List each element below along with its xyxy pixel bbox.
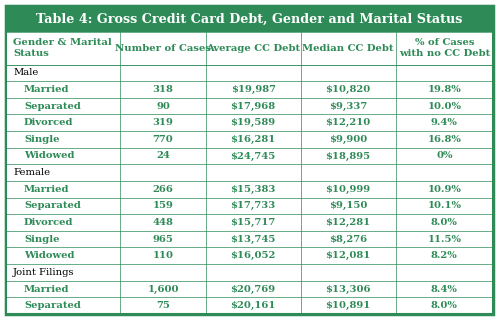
Text: 770: 770 (153, 135, 174, 144)
Text: 0%: 0% (436, 151, 453, 161)
Text: Widowed: Widowed (24, 251, 74, 260)
Text: Male: Male (13, 68, 38, 77)
Text: $20,769: $20,769 (231, 284, 276, 293)
Text: $17,968: $17,968 (231, 101, 276, 111)
Text: Number of Cases: Number of Cases (115, 44, 211, 53)
Text: Married: Married (24, 85, 69, 94)
Text: $19,987: $19,987 (231, 85, 275, 94)
Bar (6, 32, 493, 65)
Text: 448: 448 (153, 218, 174, 227)
Text: $16,052: $16,052 (231, 251, 276, 260)
Text: Widowed: Widowed (24, 151, 74, 161)
Text: 11.5%: 11.5% (427, 235, 461, 244)
Text: $15,717: $15,717 (231, 218, 276, 227)
Bar (6, 297, 493, 314)
Bar (6, 98, 493, 115)
Text: $10,891: $10,891 (325, 301, 371, 310)
Text: $15,383: $15,383 (231, 185, 276, 194)
Text: $12,081: $12,081 (325, 251, 371, 260)
Text: Separated: Separated (24, 201, 81, 210)
Text: $8,276: $8,276 (329, 235, 367, 244)
Bar (6, 214, 493, 231)
Bar (6, 231, 493, 247)
Text: Married: Married (24, 185, 69, 194)
Bar (6, 6, 493, 32)
Text: % of Cases
with no CC Debt: % of Cases with no CC Debt (399, 38, 490, 58)
Text: $24,745: $24,745 (231, 151, 276, 161)
Text: 24: 24 (156, 151, 170, 161)
Text: Joint Filings: Joint Filings (13, 268, 74, 277)
Text: $13,745: $13,745 (231, 235, 276, 244)
Text: Divorced: Divorced (24, 218, 73, 227)
Bar (6, 81, 493, 98)
Bar (6, 65, 493, 81)
Text: 318: 318 (153, 85, 174, 94)
Text: 965: 965 (153, 235, 174, 244)
Bar (6, 181, 493, 197)
Text: Divorced: Divorced (24, 118, 73, 127)
Text: $13,306: $13,306 (325, 284, 371, 293)
Bar (6, 131, 493, 148)
Text: $18,895: $18,895 (325, 151, 371, 161)
Text: $19,589: $19,589 (231, 118, 276, 127)
Text: Separated: Separated (24, 101, 81, 111)
Text: 75: 75 (156, 301, 170, 310)
Text: Median CC Debt: Median CC Debt (302, 44, 394, 53)
Text: Single: Single (24, 135, 59, 144)
Text: $10,820: $10,820 (325, 85, 371, 94)
Text: Separated: Separated (24, 301, 81, 310)
Text: $9,900: $9,900 (329, 135, 367, 144)
Text: 16.8%: 16.8% (427, 135, 461, 144)
Bar (6, 264, 493, 281)
Bar (6, 247, 493, 264)
Text: Married: Married (24, 284, 69, 293)
Text: 8.4%: 8.4% (431, 284, 458, 293)
Text: 90: 90 (156, 101, 170, 111)
Text: 10.9%: 10.9% (427, 185, 461, 194)
Text: 10.0%: 10.0% (427, 101, 461, 111)
Text: 319: 319 (153, 118, 174, 127)
Text: $12,210: $12,210 (325, 118, 371, 127)
Text: 9.4%: 9.4% (431, 118, 458, 127)
Text: $10,999: $10,999 (325, 185, 371, 194)
Text: 159: 159 (153, 201, 174, 210)
Text: 10.1%: 10.1% (427, 201, 461, 210)
Text: Average CC Debt: Average CC Debt (206, 44, 300, 53)
Text: Single: Single (24, 235, 59, 244)
Text: $12,281: $12,281 (325, 218, 371, 227)
Text: 8.0%: 8.0% (431, 218, 458, 227)
Text: $9,150: $9,150 (329, 201, 367, 210)
Text: $16,281: $16,281 (231, 135, 276, 144)
Text: $9,337: $9,337 (329, 101, 367, 111)
Text: 19.8%: 19.8% (428, 85, 461, 94)
Text: Female: Female (13, 168, 50, 177)
Text: Gender & Marital
Status: Gender & Marital Status (13, 38, 112, 58)
Bar (6, 197, 493, 214)
Text: 266: 266 (153, 185, 174, 194)
Text: 8.0%: 8.0% (431, 301, 458, 310)
Bar (6, 281, 493, 297)
Bar (6, 148, 493, 164)
Text: 110: 110 (153, 251, 174, 260)
Text: $20,161: $20,161 (231, 301, 276, 310)
Text: 1,600: 1,600 (147, 284, 179, 293)
Text: Table 4: Gross Credit Card Debt, Gender and Marital Status: Table 4: Gross Credit Card Debt, Gender … (36, 12, 463, 26)
Text: 8.2%: 8.2% (431, 251, 458, 260)
Bar (6, 115, 493, 131)
Text: $17,733: $17,733 (231, 201, 276, 210)
Bar (6, 164, 493, 181)
